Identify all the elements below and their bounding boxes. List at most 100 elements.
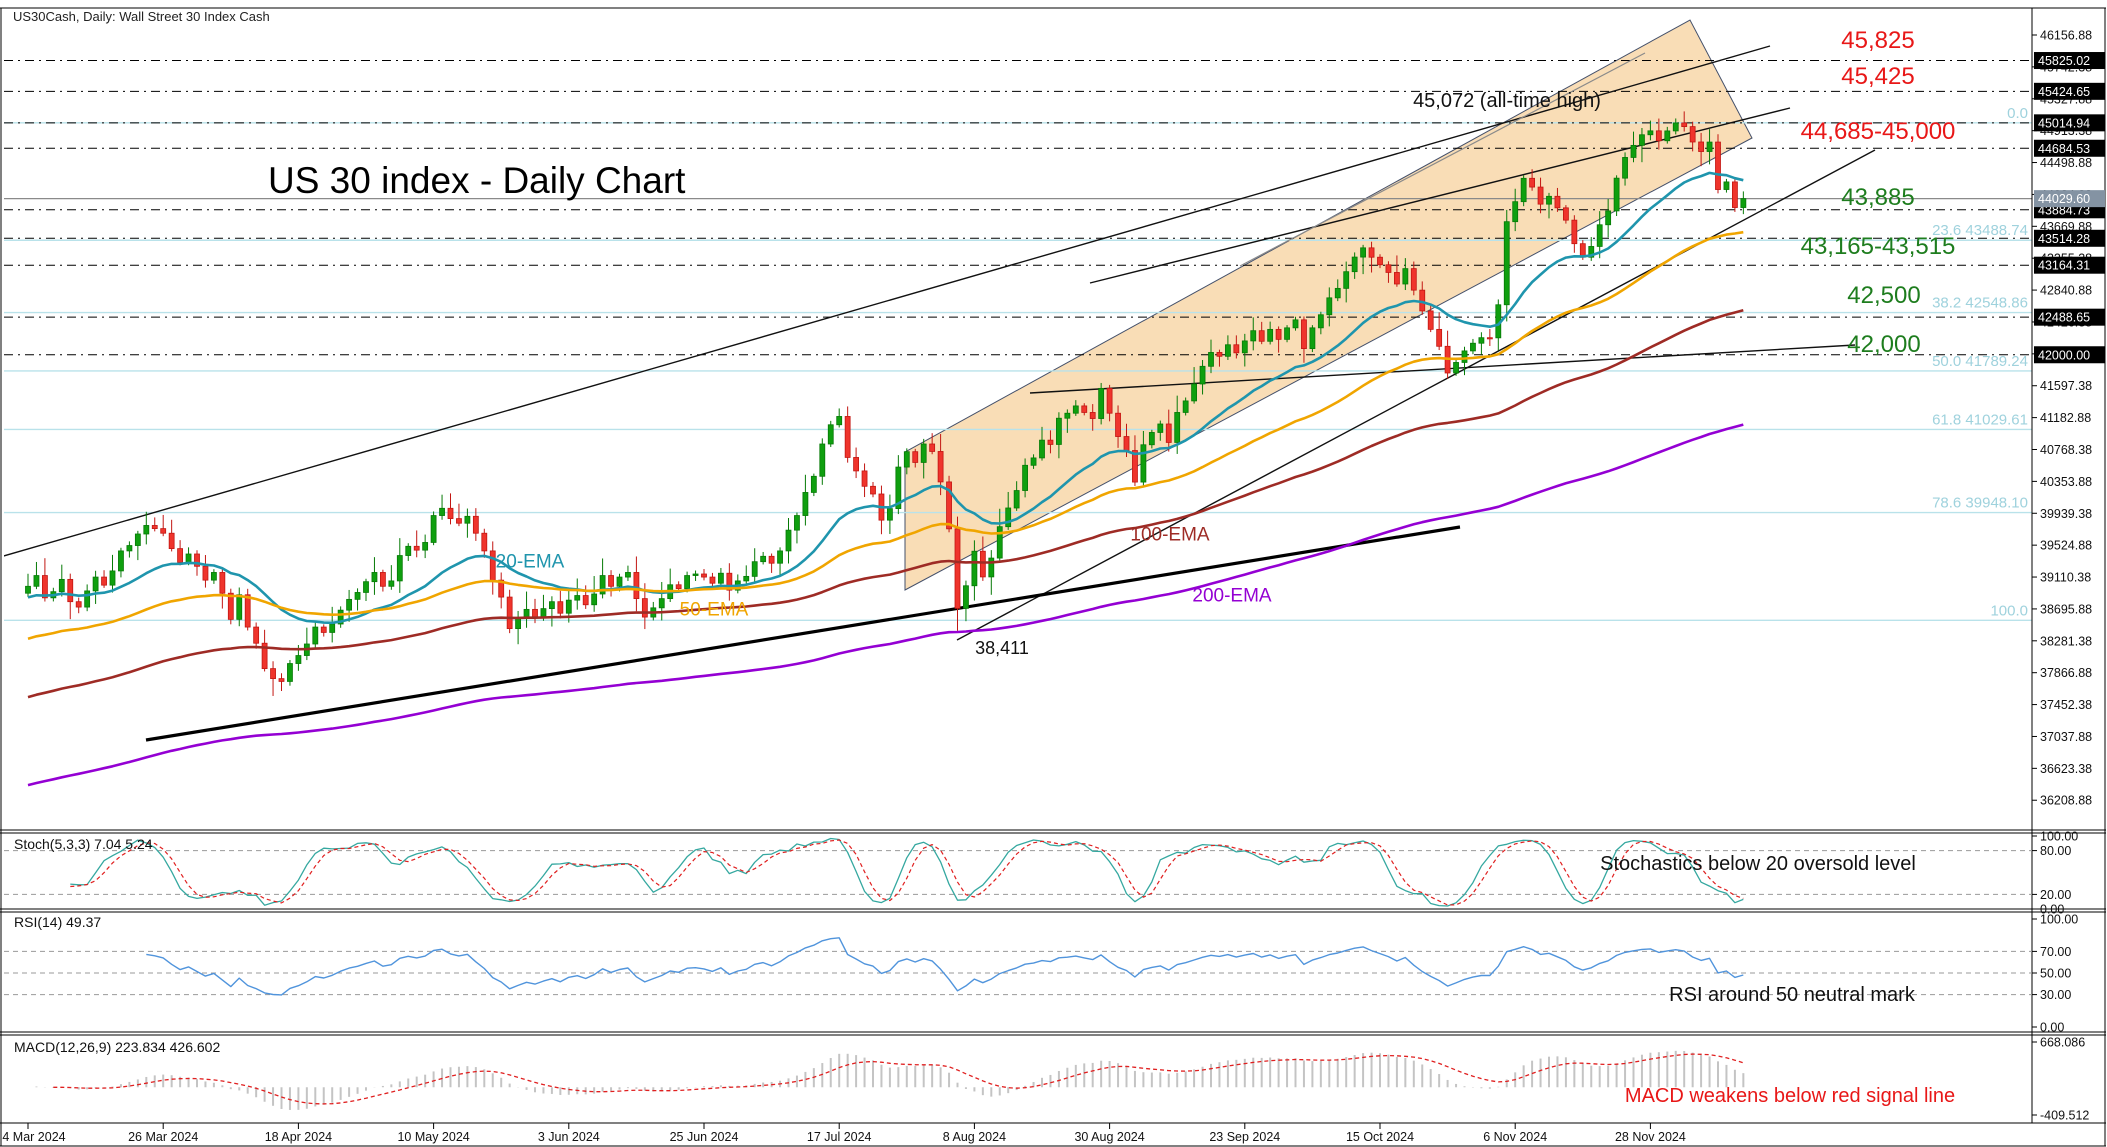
candle-body [58, 578, 65, 593]
candle-body [1140, 444, 1147, 483]
candle-body [312, 626, 319, 645]
candle-body [1022, 464, 1028, 491]
candle-body [1081, 405, 1088, 413]
date-label: 15 Oct 2024 [1346, 1130, 1414, 1144]
candle-body [709, 576, 716, 584]
candle-body [608, 575, 614, 587]
candle-body [633, 572, 640, 600]
stoch-k-line [70, 837, 1744, 907]
current-price-badge-label: 44029.60 [2038, 192, 2090, 206]
ema-20-line [27, 171, 1744, 625]
fib-0-label: 0.0 [2007, 105, 2028, 122]
price-badge [2034, 139, 2105, 157]
candle-body [591, 593, 598, 606]
candle-body [210, 572, 217, 581]
candle-body [1436, 328, 1443, 347]
candle-body [802, 492, 809, 516]
candle-body [1301, 319, 1307, 350]
date-label: 28 Nov 2024 [1615, 1130, 1686, 1144]
price-badge-label: 43164.31 [2038, 259, 2090, 273]
candle-body [1098, 387, 1105, 419]
price-tick-label: 41182.88 [2040, 411, 2091, 425]
candle-body [456, 518, 462, 524]
candle-body [887, 508, 893, 521]
price-tick-label: 39110.38 [2040, 571, 2091, 585]
candle-body [244, 594, 251, 628]
candle-body [143, 525, 150, 535]
candle-body [388, 580, 395, 587]
candle-body [92, 576, 99, 592]
candle-body [109, 570, 116, 586]
candle-body [946, 481, 952, 530]
candle-body [177, 548, 184, 563]
stoch-d-line [70, 839, 1744, 906]
candle-body [1622, 157, 1628, 179]
candle-body [1275, 328, 1282, 340]
candle-body [160, 528, 167, 534]
candle-body [1360, 247, 1366, 258]
candle-body [641, 598, 648, 618]
price-tick-label: 36623.38 [2040, 762, 2092, 776]
candle-body [549, 601, 555, 610]
candle-body [1596, 224, 1603, 247]
candle-body [413, 545, 420, 551]
rsi-scale-tick-label: 30.00 [2040, 988, 2071, 1002]
candle-body [1005, 507, 1012, 528]
candle-body [33, 575, 40, 587]
stoch-scale-tick-label: 100.00 [2040, 830, 2078, 844]
candle-body [396, 555, 403, 582]
candle-body [760, 555, 767, 563]
candle-body [202, 565, 209, 581]
rsi-scale-tick-label: 0.00 [2040, 1021, 2064, 1035]
date-label: 17 Jul 2024 [807, 1130, 872, 1144]
price-badge-label: 45825.02 [2038, 54, 2090, 68]
price-tick-label: 44498.88 [2040, 156, 2092, 170]
candle-body [1216, 352, 1223, 357]
candle-body [134, 533, 141, 546]
candle-body [1402, 268, 1409, 285]
price-badge-label: 43514.28 [2038, 232, 2090, 246]
candle-body [1394, 272, 1400, 285]
candle-body [1672, 122, 1679, 132]
fib-500-label: 50.0 41789.24 [1932, 353, 2028, 370]
price-scale: 46156.8845742.3845327.8844913.3844498.88… [2032, 29, 2105, 808]
candle-body [1563, 207, 1569, 221]
trendline-thick-support [145, 525, 1461, 742]
candle-body [1233, 344, 1240, 354]
candle-body [270, 668, 276, 680]
candle-body [1064, 412, 1071, 419]
price-tick-label: 40353.88 [2040, 475, 2092, 489]
candle-body [692, 573, 699, 576]
candle-body [718, 572, 724, 584]
candle-body [1698, 141, 1704, 152]
candle-body [1047, 439, 1054, 445]
candle-body [1410, 268, 1417, 291]
date-label: 25 Jun 2024 [670, 1130, 739, 1144]
date-label: 30 Aug 2024 [1074, 1130, 1144, 1144]
price-tick-label: 37452.38 [2040, 698, 2092, 712]
candle-body [658, 598, 665, 609]
candle-body [236, 594, 243, 620]
candle-body [937, 451, 944, 483]
price-tick-label: 37866.88 [2040, 666, 2092, 680]
candle-body [1571, 219, 1578, 245]
price-badge-label: 42488.65 [2038, 311, 2090, 325]
price-badge [2034, 82, 2105, 100]
candle-body [1427, 310, 1434, 330]
candle-body [447, 507, 454, 520]
candle-body [1326, 297, 1333, 316]
candle-body [794, 515, 800, 531]
candle-body [1165, 423, 1172, 443]
candle-body [1208, 352, 1214, 367]
candle-body [261, 642, 268, 670]
candle-body [1546, 195, 1552, 205]
candle-body [363, 581, 369, 593]
date-label: 4 Mar 2024 [2, 1130, 65, 1144]
candle-body [861, 470, 868, 487]
candle-body [929, 443, 936, 452]
candle-body [1486, 337, 1493, 340]
candle-body [1309, 327, 1316, 350]
price-tick-label: 42840.88 [2040, 284, 2092, 298]
candle-body [1174, 412, 1181, 443]
